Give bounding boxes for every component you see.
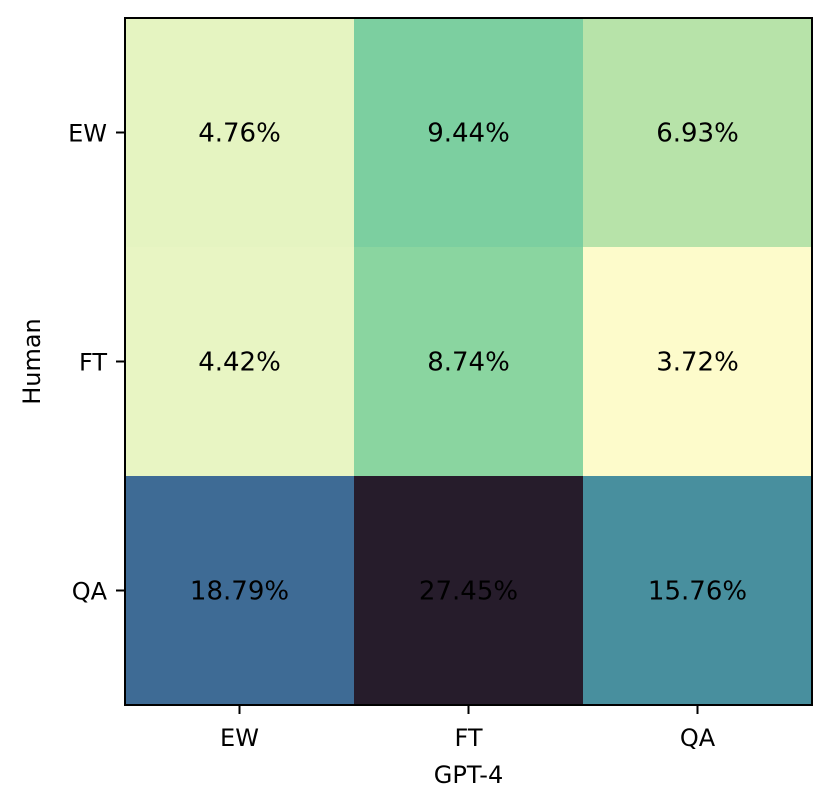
- x-tick-label: QA: [680, 724, 716, 752]
- cell-value-label: 9.44%: [427, 119, 510, 149]
- cell-value-label: 18.79%: [190, 577, 289, 607]
- cell-value-label: 4.42%: [198, 348, 281, 378]
- heatmap-cell-ft-qa: [583, 247, 813, 477]
- y-axis-label: Human: [18, 318, 46, 405]
- cell-value-label: 6.93%: [656, 119, 739, 149]
- y-tick-label: QA: [72, 578, 108, 606]
- cell-value-label: 27.45%: [419, 577, 518, 607]
- cell-value-label: 15.76%: [648, 577, 747, 607]
- x-axis-ticks: EW FT QA: [220, 705, 716, 752]
- cell-value-label: 3.72%: [656, 348, 739, 378]
- heatmap-cell-ft-ft: [354, 247, 584, 477]
- x-axis-label: GPT-4: [434, 761, 503, 789]
- y-axis-ticks: EW FT QA: [68, 120, 125, 606]
- x-tick-label: EW: [220, 724, 259, 752]
- x-tick-label: FT: [454, 724, 482, 752]
- heatmap-cell-qa-ft: [354, 476, 584, 706]
- heatmap-cell-ew-ew: [125, 18, 355, 248]
- heatmap-cell-qa-qa: [583, 476, 813, 706]
- heatmap-cell-ew-qa: [583, 18, 813, 248]
- heatmap-cell-qa-ew: [125, 476, 355, 706]
- y-tick-label: EW: [68, 120, 107, 148]
- y-tick-label: FT: [79, 349, 107, 377]
- heatmap-cell-ft-ew: [125, 247, 355, 477]
- heatmap-cell-labels: 4.76% 9.44% 6.93% 4.42% 8.74% 3.72% 18.79% 27.4…: [190, 119, 747, 607]
- heatmap-cells: [125, 18, 813, 706]
- cell-value-label: 4.76%: [198, 119, 281, 149]
- heatmap-cell-ew-ft: [354, 18, 584, 248]
- cell-value-label: 8.74%: [427, 348, 510, 378]
